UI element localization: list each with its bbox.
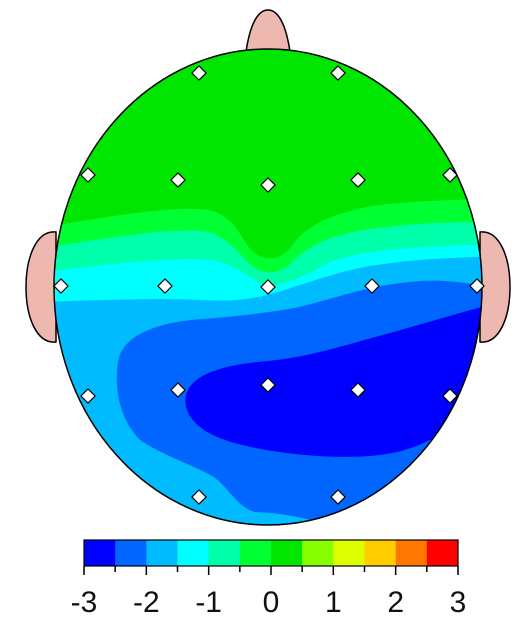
- nose-shape: [245, 9, 291, 53]
- colorbar-bin: [364, 540, 397, 566]
- electrode-marker: [170, 382, 186, 398]
- colorbar-bin: [426, 540, 459, 566]
- electrode-marker: [364, 278, 380, 294]
- colorbar-bin: [115, 540, 147, 566]
- electrode-marker: [469, 278, 485, 294]
- electrode-marker: [157, 278, 173, 294]
- region-centro-parietal-minimum: [185, 305, 482, 457]
- electrode-marker: [350, 172, 366, 188]
- colorbar: [83, 539, 459, 567]
- colorbar-ticks: -3 -2 -1 0 1 2 3: [71, 566, 467, 619]
- electrode-marker: [330, 65, 346, 81]
- electrode-marker: [330, 489, 346, 505]
- colorbar-bin: [302, 540, 334, 566]
- colorbar-tick-label: 2: [387, 586, 404, 619]
- colorbar-bin: [208, 540, 241, 566]
- electrode-marker: [170, 172, 186, 188]
- right-ear-shape: [479, 231, 511, 343]
- colorbar-bin: [84, 540, 116, 566]
- electrode-marker: [80, 167, 96, 183]
- colorbar-tick-label: 3: [450, 586, 467, 619]
- colorbar-tick-label: -3: [71, 586, 98, 619]
- electrode-marker: [442, 388, 458, 404]
- electrode-marker: [191, 489, 207, 505]
- left-ear-shape: [25, 231, 57, 343]
- colorbar-bin: [271, 540, 303, 566]
- electrode-marker: [260, 177, 276, 193]
- colorbar-tick-label: -1: [195, 586, 222, 619]
- electrode-marker: [191, 65, 207, 81]
- electrode-marker: [260, 279, 276, 295]
- electrode-layer: [53, 65, 485, 505]
- colorbar-tick-label: -2: [133, 586, 160, 619]
- colorbar-bin: [239, 540, 272, 566]
- electrode-marker: [260, 377, 276, 393]
- colorbar-bin: [395, 540, 428, 566]
- colorbar-tick-label: 0: [263, 586, 280, 619]
- colorbar-tick-label: 1: [325, 586, 342, 619]
- colorbar-bin: [177, 540, 210, 566]
- colorbar-bin: [333, 540, 365, 566]
- electrode-marker: [53, 278, 69, 294]
- electrode-marker: [442, 167, 458, 183]
- electrode-marker: [350, 382, 366, 398]
- electrode-marker: [80, 388, 96, 404]
- colorbar-bin: [146, 540, 178, 566]
